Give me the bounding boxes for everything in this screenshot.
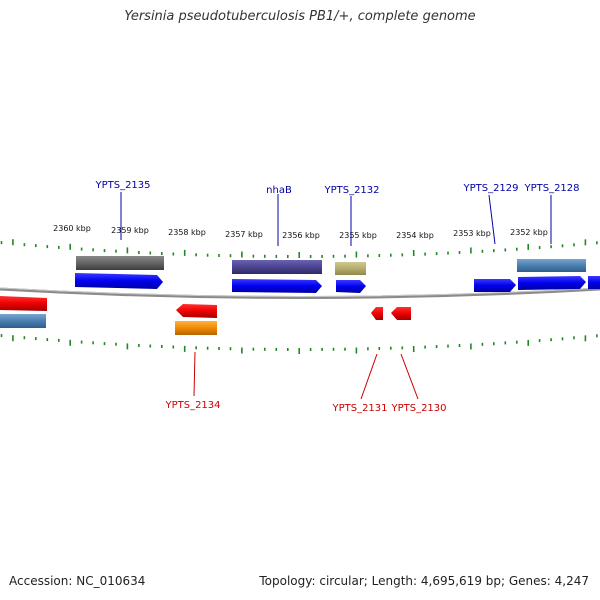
gene-arrow-reverse[interactable]: [371, 307, 383, 320]
genome-backbone: [0, 287, 600, 299]
label-leader-line: [400, 353, 419, 400]
topology-label: Topology: circular; Length: 4,695,619 bp…: [259, 574, 589, 588]
gene-label[interactable]: YPTS_2135: [94, 180, 150, 191]
gene-label[interactable]: YPTS_2128: [523, 183, 579, 194]
kbp-label: 2359 kbp: [111, 226, 149, 235]
gene-arrow-reverse[interactable]: [176, 304, 217, 318]
gene-arrow-forward[interactable]: [518, 276, 586, 290]
accession-label: Accession: NC_010634: [9, 574, 146, 588]
kbp-label: 2355 kbp: [339, 231, 377, 240]
tick-marks-bottom: [0, 334, 598, 354]
gene-arrow-reverse[interactable]: [391, 307, 411, 320]
kbp-label: 2357 kbp: [225, 230, 263, 239]
kbp-label: 2354 kbp: [396, 231, 434, 240]
kbp-label: 2352 kbp: [510, 228, 548, 237]
gene-label[interactable]: YPTS_2134: [164, 400, 220, 411]
kbp-label: 2356 kbp: [282, 231, 320, 240]
label-leader-line: [360, 353, 378, 400]
tick-marks-top: [0, 239, 598, 258]
gene-label[interactable]: YPTS_2131: [331, 403, 387, 414]
kbp-label: 2353 kbp: [453, 229, 491, 238]
kbp-label: 2358 kbp: [168, 228, 206, 237]
kbp-label: 2360 kbp: [53, 224, 91, 233]
gene-label[interactable]: YPTS_2130: [390, 403, 446, 414]
feature-box-purple[interactable]: [232, 260, 322, 274]
feature-box-gray[interactable]: [76, 256, 164, 270]
feature-box-khaki[interactable]: [335, 262, 366, 275]
gene-label[interactable]: nhaB: [266, 185, 292, 196]
feature-box-steelblue[interactable]: [0, 314, 46, 328]
gene-arrow-forward[interactable]: [474, 279, 516, 292]
gene-label[interactable]: YPTS_2129: [462, 183, 518, 194]
feature-box-orange[interactable]: [175, 321, 217, 335]
gene-arrow-forward[interactable]: [588, 276, 600, 289]
gene-arrow-forward[interactable]: [336, 280, 366, 293]
gene-label[interactable]: YPTS_2132: [323, 185, 379, 196]
label-leader-line: [488, 194, 496, 245]
gene-arrow-forward[interactable]: [232, 279, 322, 293]
feature-box-steelblue[interactable]: [517, 259, 586, 272]
gene-arrow-forward[interactable]: [75, 273, 163, 289]
gene-arrow-reverse[interactable]: [0, 296, 47, 311]
genome-title: Yersinia pseudotuberculosis PB1/+, compl…: [124, 9, 476, 24]
label-leader-line: [193, 351, 196, 397]
